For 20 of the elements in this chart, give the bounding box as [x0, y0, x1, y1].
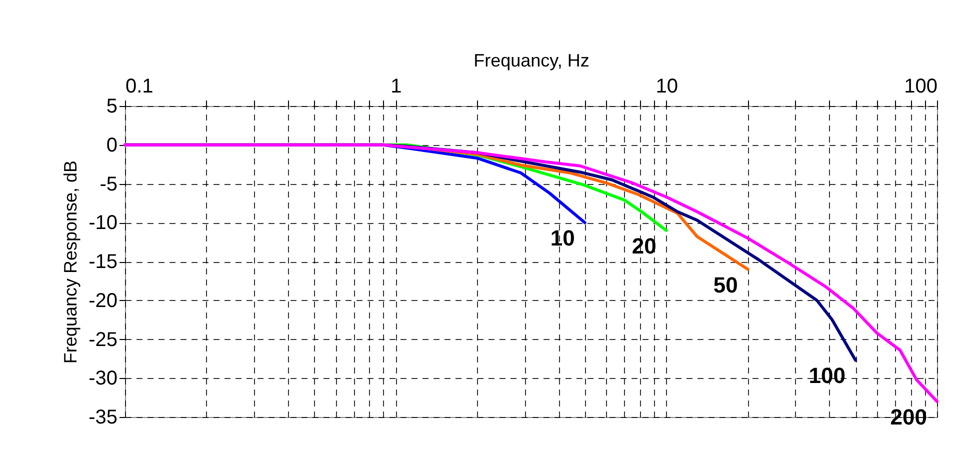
x-tick-label: 1 — [390, 76, 402, 98]
y-axis-title: Frequancy Response, dB — [60, 160, 81, 364]
x-tick-label: 10 — [656, 76, 678, 98]
y-tick-label: -15 — [88, 251, 118, 273]
x-tick-label: 100 — [904, 76, 938, 98]
series-label: 50 — [713, 272, 738, 298]
y-tick-label: -30 — [88, 368, 118, 390]
y-tick-label: -20 — [88, 290, 118, 312]
series-label: 200 — [890, 404, 927, 430]
x-axis-title: Frequancy, Hz — [474, 50, 590, 70]
x-tick-label: 0.1 — [126, 76, 154, 98]
y-tick-label: -5 — [100, 173, 118, 196]
series-label: 100 — [808, 363, 846, 388]
series-label: 20 — [632, 233, 656, 258]
y-tick-label: -10 — [88, 212, 118, 234]
y-tick-label: -35 — [88, 406, 118, 428]
series-label: 10 — [550, 226, 575, 251]
y-tick-label: -25 — [88, 328, 118, 351]
y-tick-label: 5 — [106, 96, 118, 118]
y-tick-label: 0 — [106, 134, 118, 156]
